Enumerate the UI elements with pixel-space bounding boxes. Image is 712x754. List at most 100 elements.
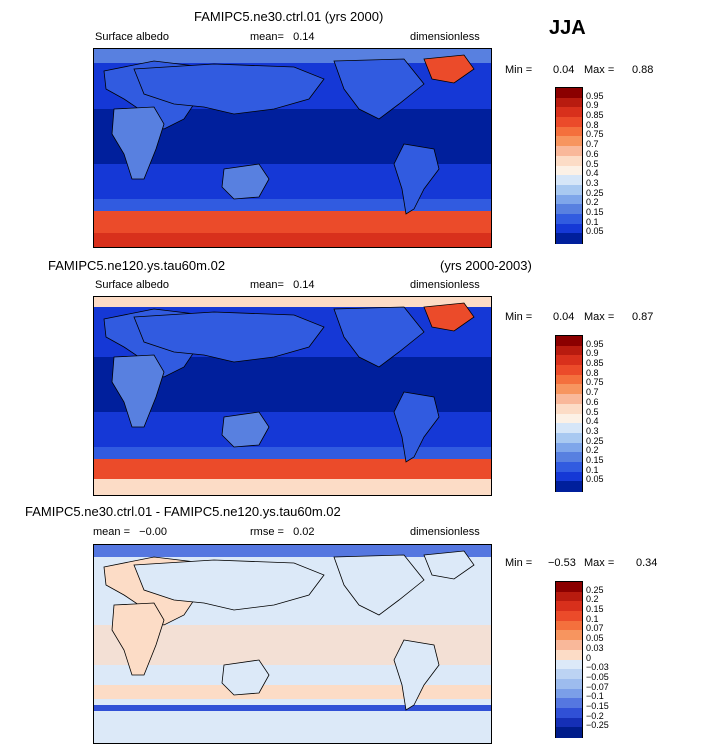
panel-1-mean-label: mean= 0.14 — [250, 31, 315, 43]
panel-3-max-label: Max = — [584, 557, 615, 569]
colorbar-swatch — [556, 582, 582, 593]
panel-3-america-east — [333, 554, 425, 616]
colorbar-tick-label: 0.2 — [586, 197, 599, 208]
panel-3-southern-band — [94, 685, 491, 699]
panel-2-mean-label: mean= 0.14 — [250, 279, 315, 291]
panel-1-map-svg — [94, 49, 491, 247]
colorbar-tick-label: 0.6 — [586, 148, 599, 159]
panel-2-map-svg — [94, 297, 491, 495]
colorbar-swatch — [556, 452, 582, 463]
panel-2-america-east — [333, 306, 425, 368]
colorbar-tick-label: −0.25 — [586, 720, 609, 731]
panel-3-title: FAMIPC5.ne30.ctrl.01 - FAMIPC5.ne120.ys.… — [25, 504, 341, 519]
panel-3-map — [93, 544, 492, 744]
panel-3-mean-label: mean = −0.00 — [93, 526, 167, 538]
panel-3-australia — [221, 659, 270, 696]
panel-2-southern-ocean — [94, 447, 491, 459]
colorbar-tick-label: 0.9 — [586, 348, 599, 359]
colorbar-tick-label: 0.2 — [586, 594, 599, 605]
colorbar-swatch — [556, 126, 582, 137]
colorbar-swatch — [556, 146, 582, 157]
colorbar-tick-label: −0.03 — [586, 662, 609, 673]
colorbar-swatch — [556, 97, 582, 108]
panel-2-max-value: 0.87 — [632, 311, 654, 323]
panel-2-min-value: 0.04 — [553, 311, 575, 323]
colorbar-swatch — [556, 88, 582, 99]
colorbar-swatch — [556, 432, 582, 444]
panel-2-variable-label: Surface albedo — [95, 279, 169, 291]
colorbar-swatch — [556, 117, 582, 128]
colorbar-tick-label: 0.3 — [586, 177, 599, 188]
colorbar-tick-label: 0.9 — [586, 100, 599, 111]
colorbar-swatch — [556, 442, 582, 453]
colorbar-tick-label: 0.75 — [586, 129, 604, 140]
panel-1-australia — [221, 163, 270, 200]
colorbar-tick-label: 0.05 — [586, 226, 604, 237]
colorbar-swatch — [556, 394, 582, 405]
panel-2-sea-ice-band — [94, 459, 491, 479]
colorbar-swatch — [556, 669, 582, 680]
colorbar-swatch — [556, 175, 582, 186]
colorbar-tick-label: 0.25 — [586, 435, 604, 446]
colorbar-tick-label: −0.15 — [586, 700, 609, 711]
colorbar-tick-label: 0.8 — [586, 367, 599, 378]
colorbar-swatch — [556, 649, 582, 660]
colorbar-swatch — [556, 184, 582, 196]
panel-3-min-value: −0.53 — [548, 557, 576, 569]
panel-2-greenland — [423, 302, 475, 332]
colorbar-tick-label: 0.5 — [586, 158, 599, 169]
panel-2-max-label: Max = — [584, 311, 615, 323]
colorbar-swatch — [556, 678, 582, 690]
panel-1-max-label: Max = — [584, 64, 615, 76]
colorbar-swatch — [556, 355, 582, 366]
colorbar-swatch — [556, 165, 582, 176]
colorbar-swatch — [556, 630, 582, 641]
panel-3-greenland — [423, 550, 475, 580]
colorbar-swatch — [556, 423, 582, 434]
panel-2-years: (yrs 2000-2003) — [440, 258, 532, 273]
panel-1-greenland — [423, 54, 475, 84]
colorbar-tick-label: 0.4 — [586, 168, 599, 179]
panel-3-rmse-label: rmse = 0.02 — [250, 526, 315, 538]
colorbar-swatch — [556, 717, 582, 728]
panel-2-colorbar — [555, 335, 583, 492]
colorbar-tick-label: 0.4 — [586, 416, 599, 427]
panel-2-eurasia — [133, 311, 325, 363]
colorbar-swatch — [556, 374, 582, 385]
panel-2-australia — [221, 411, 270, 448]
panel-2-map — [93, 296, 492, 496]
colorbar-tick-label: 0.15 — [586, 206, 604, 217]
colorbar-swatch — [556, 601, 582, 612]
colorbar-tick-label: 0.07 — [586, 623, 604, 634]
colorbar-swatch — [556, 413, 582, 424]
panel-1-eurasia — [133, 63, 325, 115]
colorbar-swatch — [556, 698, 582, 709]
colorbar-swatch — [556, 107, 582, 118]
colorbar-swatch — [556, 136, 582, 147]
colorbar-tick-label: 0.6 — [586, 396, 599, 407]
panel-3-eurasia — [133, 559, 325, 611]
panel-1-min-label: Min = — [505, 64, 533, 76]
colorbar-tick-label: 0.8 — [586, 119, 599, 130]
panel-2-south-america — [393, 391, 440, 463]
colorbar-swatch — [556, 194, 582, 205]
panel-1-south-america — [393, 143, 440, 215]
colorbar-tick-label: 0.2 — [586, 445, 599, 456]
panel-3-max-value: 0.34 — [636, 557, 658, 569]
colorbar-tick-label: 0.3 — [586, 425, 599, 436]
colorbar-swatch — [556, 223, 582, 234]
colorbar-tick-label: 0.05 — [586, 633, 604, 644]
panel-1-southern-ocean — [94, 199, 491, 211]
colorbar-tick-label: −0.2 — [586, 710, 604, 721]
panel-2-arctic-band — [94, 297, 491, 307]
colorbar-tick-label: 0.85 — [586, 110, 604, 121]
colorbar-tick-label: 0 — [586, 652, 592, 663]
season-label: JJA — [549, 17, 586, 39]
colorbar-tick-label: 0.5 — [586, 406, 599, 417]
colorbar-tick-label: 0.1 — [586, 216, 599, 227]
colorbar-swatch — [556, 345, 582, 356]
panel-1-min-value: 0.04 — [553, 64, 575, 76]
colorbar-tick-label: −0.05 — [586, 671, 609, 682]
colorbar-swatch — [556, 213, 582, 225]
colorbar-swatch — [556, 336, 582, 347]
